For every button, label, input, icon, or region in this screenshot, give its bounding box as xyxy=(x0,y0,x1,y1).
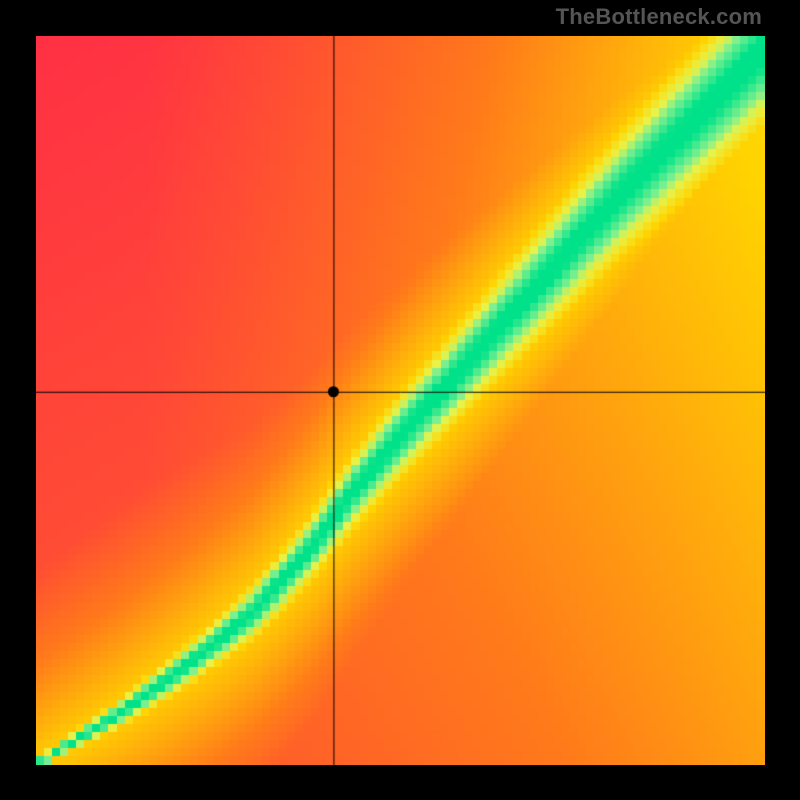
chart-container: TheBottleneck.com xyxy=(0,0,800,800)
heatmap-canvas xyxy=(36,36,765,765)
watermark-text: TheBottleneck.com xyxy=(556,4,762,30)
plot-area xyxy=(36,36,765,765)
